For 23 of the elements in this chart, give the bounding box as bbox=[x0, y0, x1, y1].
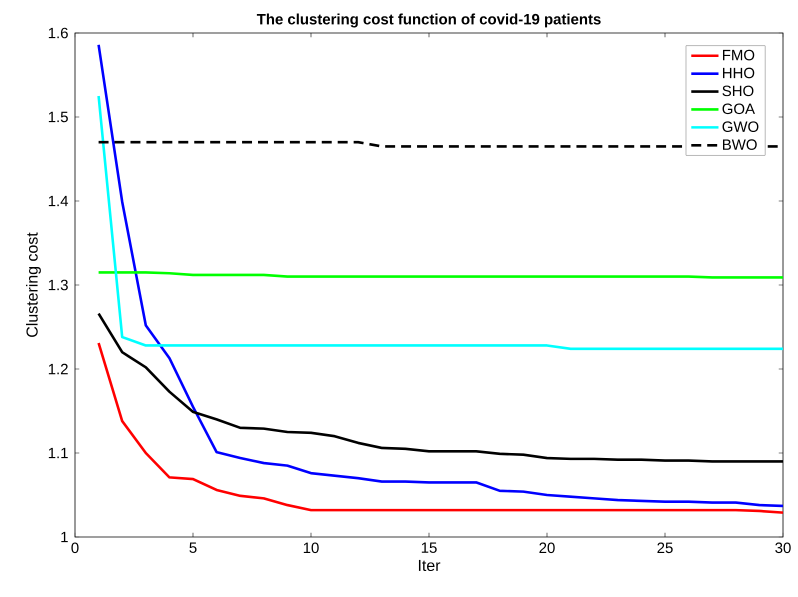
x-tick-label: 20 bbox=[539, 542, 555, 554]
y-axis-title: Clustering cost bbox=[26, 232, 41, 337]
y-tick-label: 1.3 bbox=[48, 280, 68, 290]
x-tick-label: 25 bbox=[657, 542, 673, 554]
legend-label: HHO bbox=[722, 68, 754, 78]
legend-label: GWO bbox=[722, 121, 758, 132]
x-tick-label: 30 bbox=[775, 542, 791, 554]
chart-title: The clustering cost function of covid-19 patients bbox=[256, 13, 601, 28]
legend-label: FMO bbox=[722, 50, 754, 60]
x-tick-label: 0 bbox=[71, 542, 79, 554]
y-tick-label: 1.2 bbox=[48, 364, 68, 374]
y-tick-label: 1.6 bbox=[48, 28, 68, 38]
y-tick-label: 1.5 bbox=[48, 112, 68, 122]
series-label: BWO bbox=[722, 139, 757, 150]
x-axis-title: Iter bbox=[418, 560, 440, 572]
y-tick-label: 1.1 bbox=[48, 448, 68, 458]
y-tick-label: 1.4 bbox=[48, 196, 68, 206]
legend-label: GOA bbox=[722, 104, 755, 114]
x-tick-label: 10 bbox=[304, 542, 319, 554]
y-tick-label: 1 bbox=[61, 532, 68, 542]
x-tick-label: 5 bbox=[189, 542, 197, 553]
x-tick-label: 15 bbox=[422, 542, 437, 553]
legend-label: SHO bbox=[722, 86, 754, 96]
